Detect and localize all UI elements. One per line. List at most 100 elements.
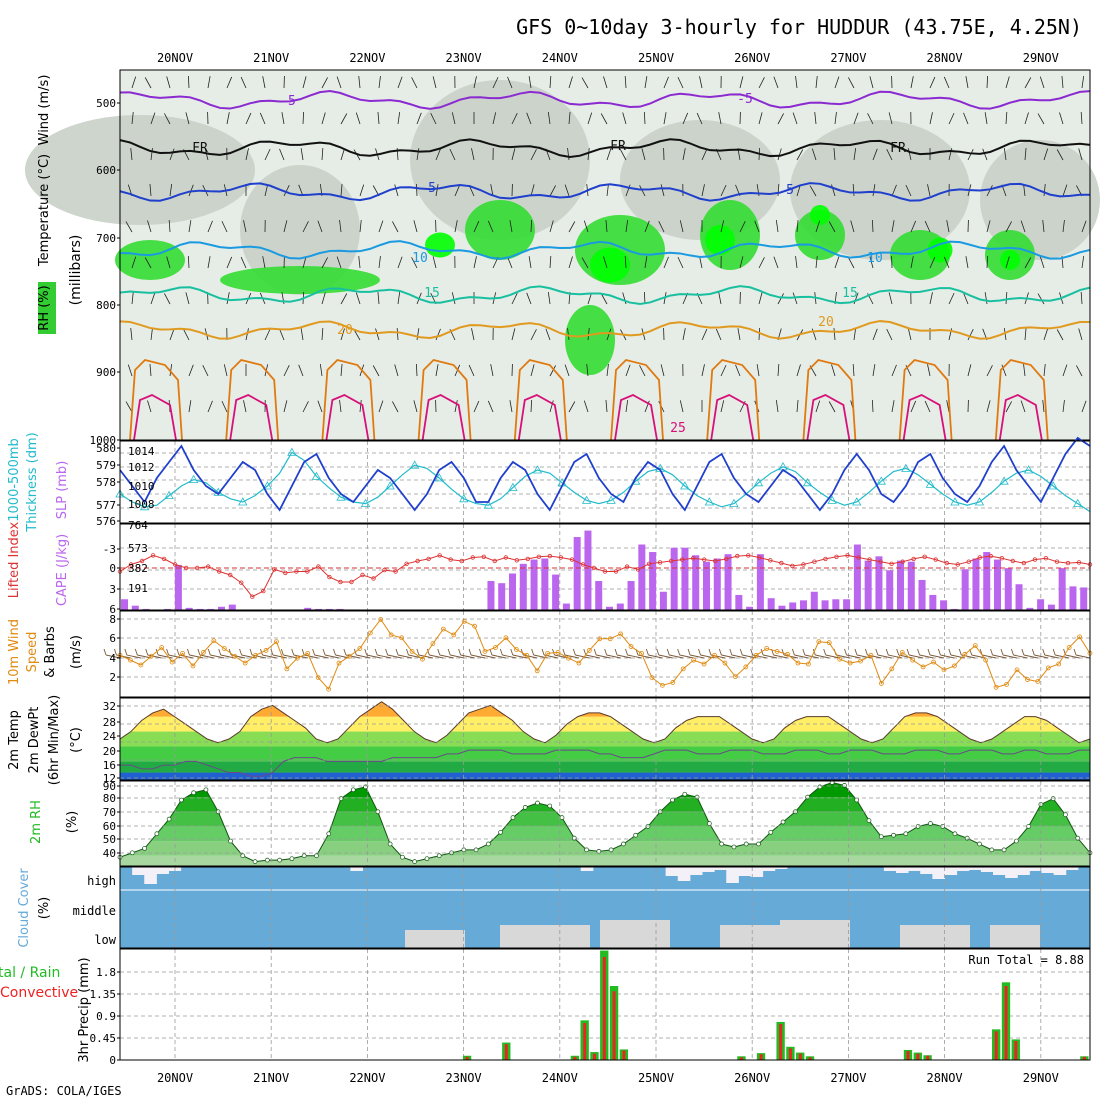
rh-shading (810, 205, 830, 225)
precip-conv-bar (907, 1051, 910, 1060)
ylabel-rh2m: 2m RH (29, 800, 44, 844)
precip-conv-bar (995, 1031, 998, 1060)
cape-bar (563, 604, 570, 610)
precip-conv-bar (789, 1048, 792, 1060)
rh-tick-label: 70 (103, 806, 116, 819)
cape-bar (714, 558, 721, 610)
rh-marker (621, 842, 625, 846)
cloud-high-bar (738, 867, 751, 876)
rh-marker (351, 788, 355, 792)
temp-tick-label: 16 (103, 759, 116, 772)
rh-marker (314, 854, 318, 858)
cape-bar (983, 552, 990, 610)
cloud-high-bar (156, 867, 169, 874)
cape-bar (1005, 568, 1012, 610)
wind-tick-label: 8 (109, 613, 116, 626)
wind-barb (313, 649, 315, 655)
cape-bar (541, 558, 548, 610)
rh-marker (646, 824, 650, 828)
cape-bar (908, 562, 915, 610)
cloud-high-bar (884, 867, 897, 871)
cape-bar (531, 560, 538, 610)
cloud-high-bar (957, 867, 970, 871)
rh-marker (388, 842, 392, 846)
cape-bar (671, 548, 678, 610)
isotherm-label: 15 (842, 286, 858, 301)
date-label-bottom: 29NOV (1023, 1071, 1059, 1085)
cape-bar (822, 600, 829, 610)
rh-marker (941, 824, 945, 828)
date-label-top: 23NOV (446, 51, 482, 65)
cape-bar (789, 602, 796, 610)
thickness-tick-label: 576 (96, 515, 116, 528)
wind-barb (646, 649, 648, 655)
wind-tick-label: 2 (109, 671, 116, 684)
rh-marker (818, 785, 822, 789)
isotherm-label: 25 (670, 421, 686, 436)
cloud-high-bar (908, 867, 921, 871)
rh-marker (769, 830, 773, 834)
cloud-low-bar (600, 920, 670, 948)
precip-conv-bar (603, 957, 606, 1060)
rh-shading (590, 248, 630, 283)
isotherm-label: 5 (428, 181, 436, 196)
rh-marker (229, 839, 233, 843)
precip-run-total: Run Total = 8.88 (968, 953, 1084, 967)
isotherm-label: -5 (280, 94, 296, 109)
wind-barb (876, 649, 878, 655)
rh-marker (744, 842, 748, 846)
rh-marker (548, 804, 552, 808)
rh-marker (400, 855, 404, 859)
date-label-top: 21NOV (253, 51, 289, 65)
cloud-high-bar (678, 867, 691, 881)
wind-barb (1011, 649, 1013, 655)
wind-barb (886, 649, 888, 655)
rh-marker (781, 820, 785, 824)
cape-bar (1016, 584, 1023, 610)
wind-barb (125, 649, 127, 655)
rh-marker (707, 822, 711, 826)
cape-bar (854, 545, 861, 610)
ylabel-wind10-2: Speed (25, 632, 40, 673)
cape-bar (703, 562, 710, 610)
wind-barb (918, 649, 920, 655)
isotherm-label: 10 (412, 251, 428, 266)
rh-marker (204, 788, 208, 792)
rh-marker (1014, 839, 1018, 843)
wind-barb (469, 649, 471, 655)
cape-tick-label: 573 (128, 542, 148, 555)
wind-barb (396, 649, 398, 655)
cape-tick-label: 382 (128, 562, 148, 575)
isotherm-label: 20 (818, 315, 834, 330)
cape-bar (229, 605, 236, 610)
ylabel-thickness-range: 1000-500mb (7, 438, 22, 522)
ylabel-temp-2: 2m DewPt (27, 707, 42, 774)
wind-barb (552, 649, 554, 655)
wind-barb (803, 649, 805, 655)
rh-marker (609, 848, 613, 852)
wind-barb (657, 649, 659, 655)
cloud-high-bar (144, 867, 157, 884)
rh-shading (565, 305, 615, 375)
cape-bar (843, 599, 850, 610)
wind-barb (626, 649, 628, 655)
cape-bar (778, 606, 785, 610)
cloud-high-bar (896, 867, 909, 873)
rh-marker (585, 848, 589, 852)
wind-tick-label: 4 (109, 652, 116, 665)
rh-marker (302, 854, 306, 858)
wind-barb (719, 649, 721, 655)
cloud-high-bar (1005, 867, 1018, 878)
rh-shading (425, 233, 455, 258)
date-label-top: 22NOV (349, 51, 385, 65)
wind-barb (448, 649, 450, 655)
rh-marker (499, 830, 503, 834)
wind-barb (292, 649, 294, 655)
cloud-high-bar (690, 867, 703, 875)
wind-barb (855, 649, 857, 655)
ylabel-cloud: Cloud Cover (17, 868, 32, 948)
precip-conv-bar (622, 1050, 625, 1060)
